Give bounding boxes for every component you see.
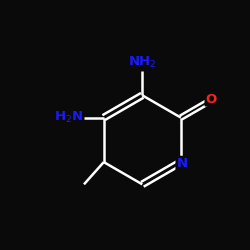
Text: H$_2$N: H$_2$N (54, 110, 84, 125)
Text: NH$_2$: NH$_2$ (128, 54, 157, 70)
Text: O: O (206, 92, 217, 106)
Text: N: N (176, 157, 188, 170)
